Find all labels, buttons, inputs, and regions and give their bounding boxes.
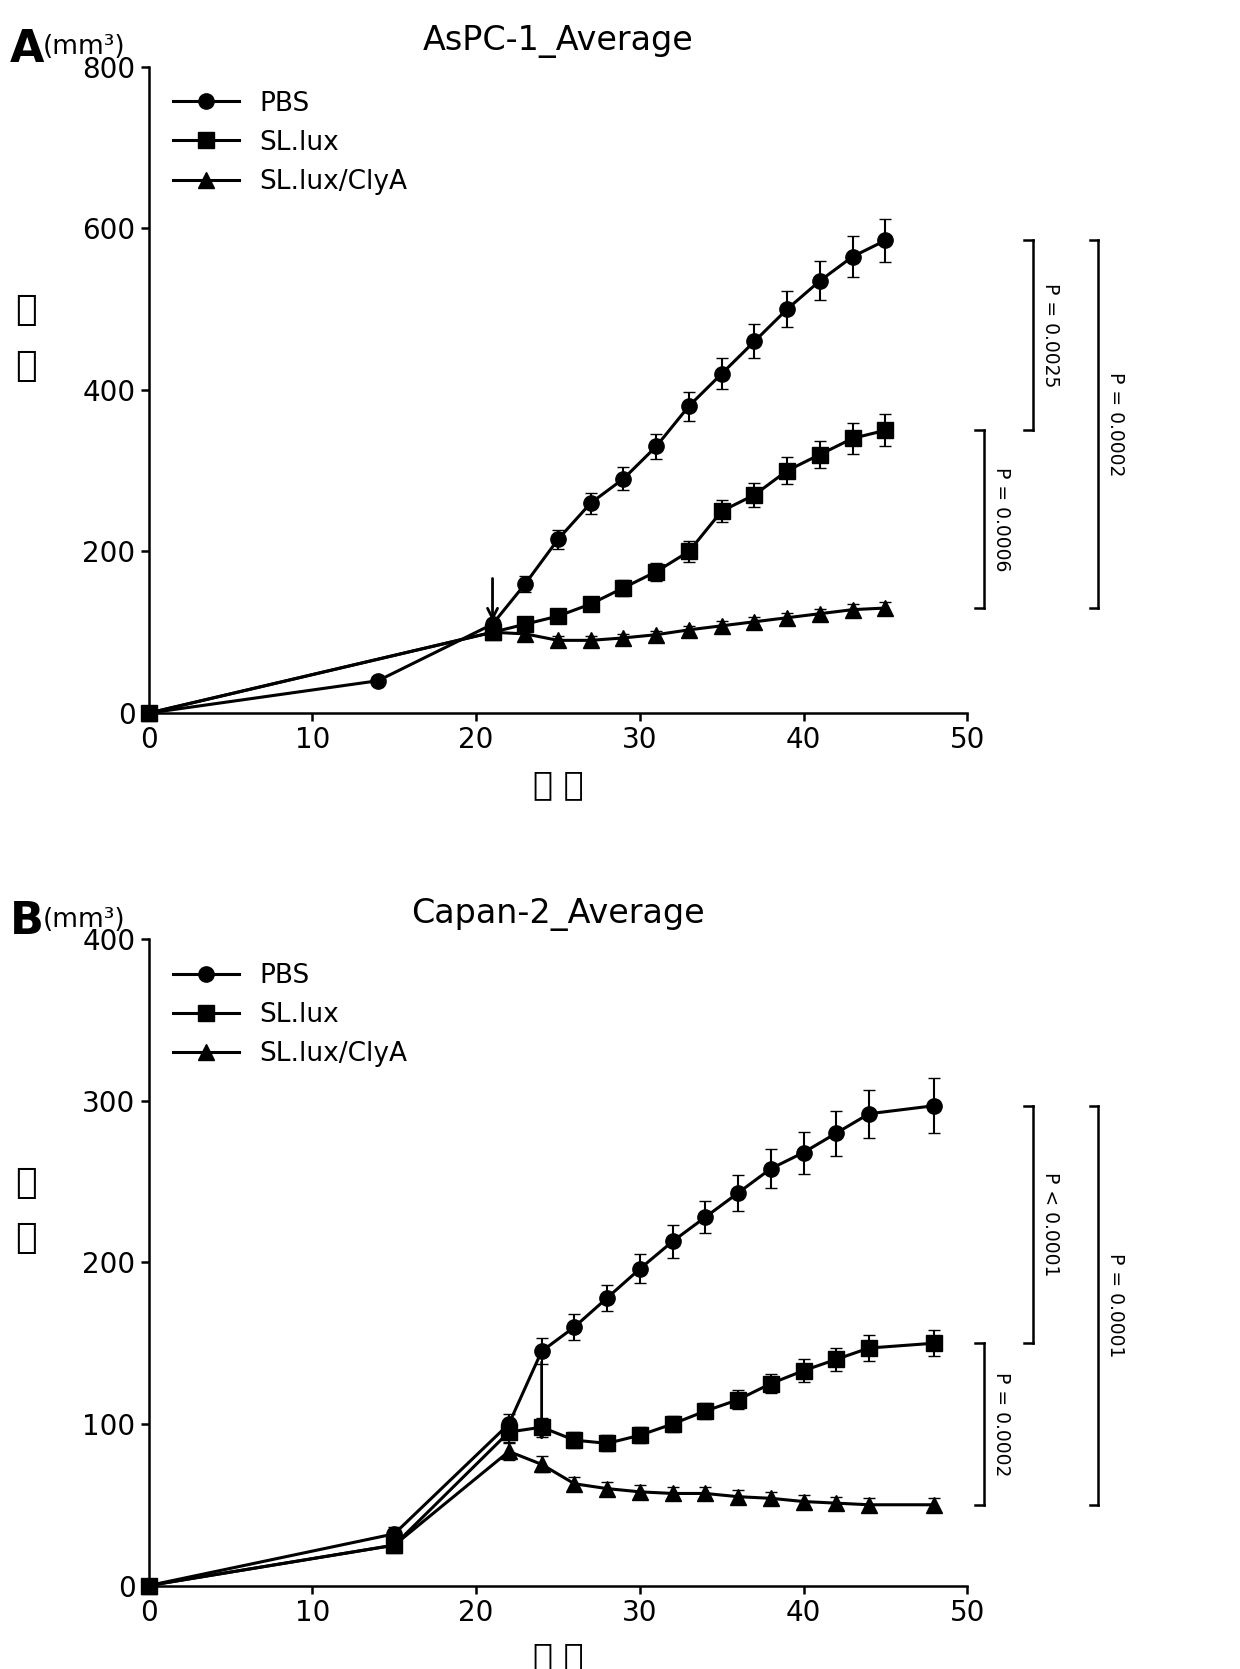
- Text: 体
积: 体 积: [15, 294, 37, 382]
- Text: P = 0.0002: P = 0.0002: [1106, 372, 1126, 476]
- Text: (mm³): (mm³): [42, 906, 125, 933]
- X-axis label: 天 数: 天 数: [533, 1641, 583, 1669]
- Text: (mm³): (mm³): [42, 35, 125, 60]
- Text: P = 0.0001: P = 0.0001: [1106, 1253, 1126, 1357]
- Text: P = 0.0002: P = 0.0002: [992, 1372, 1011, 1475]
- Legend: PBS, SL.lux, SL.lux/ClyA: PBS, SL.lux, SL.lux/ClyA: [162, 953, 418, 1078]
- Title: Capan-2_Average: Capan-2_Average: [412, 898, 704, 931]
- Text: A: A: [10, 28, 45, 72]
- Text: P = 0.0025: P = 0.0025: [1040, 284, 1060, 387]
- Text: B: B: [10, 901, 43, 943]
- Title: AsPC-1_Average: AsPC-1_Average: [423, 25, 693, 58]
- Text: 体
积: 体 积: [15, 1167, 37, 1255]
- Text: P < 0.0001: P < 0.0001: [1040, 1172, 1060, 1277]
- X-axis label: 天 数: 天 数: [533, 768, 583, 801]
- Legend: PBS, SL.lux, SL.lux/ClyA: PBS, SL.lux, SL.lux/ClyA: [162, 80, 418, 205]
- Text: P = 0.0006: P = 0.0006: [992, 467, 1011, 571]
